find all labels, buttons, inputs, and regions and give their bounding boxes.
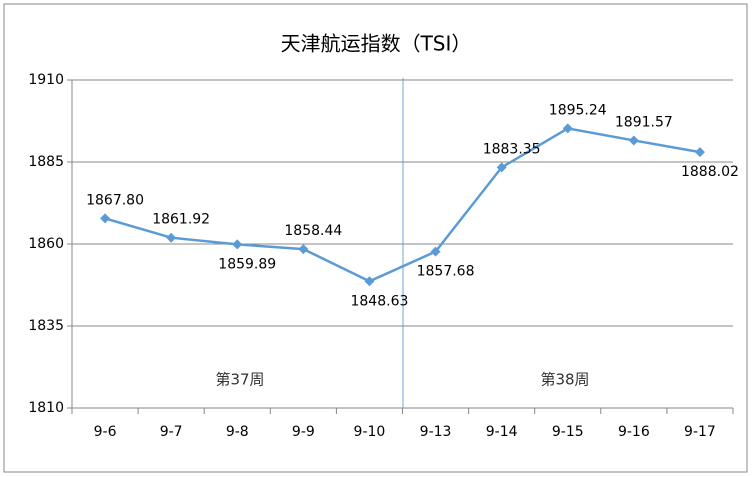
x-tick-label: 9-6 — [94, 424, 117, 440]
data-label: 1859.89 — [218, 256, 276, 272]
data-label: 1888.02 — [681, 164, 739, 180]
x-tick-label: 9-16 — [618, 424, 650, 440]
x-tick-label: 9-13 — [420, 424, 452, 440]
chart-title: 天津航运指数（TSI） — [281, 32, 472, 56]
marker — [364, 276, 375, 287]
data-label: 1848.63 — [350, 293, 408, 309]
y-tick-label: 1810 — [28, 400, 64, 416]
data-label: 1891.57 — [615, 114, 673, 130]
marker — [166, 232, 177, 243]
x-tick-label: 9-7 — [160, 424, 183, 440]
marker — [694, 147, 705, 158]
marker — [496, 162, 507, 173]
marker — [430, 246, 441, 257]
annotation: 第37周 — [215, 371, 264, 389]
x-tick-label: 9-14 — [486, 424, 518, 440]
x-tick-label: 9-10 — [354, 424, 386, 440]
data-label: 1861.92 — [152, 212, 210, 228]
marker — [298, 244, 309, 255]
marker — [232, 239, 243, 250]
y-tick-label: 1860 — [28, 236, 64, 252]
x-tick-label: 9-17 — [684, 424, 716, 440]
data-label: 1858.44 — [284, 223, 342, 239]
chart-border — [3, 3, 748, 473]
marker — [100, 213, 111, 224]
x-tick-label: 9-8 — [226, 424, 249, 440]
marker — [628, 135, 639, 146]
marker — [562, 123, 573, 134]
y-tick-label: 1835 — [28, 318, 64, 334]
annotation: 第38周 — [540, 371, 589, 389]
y-tick-label: 1910 — [28, 72, 64, 88]
x-tick-label: 9-15 — [552, 424, 584, 440]
data-label: 1883.35 — [483, 141, 541, 157]
data-label: 1867.80 — [86, 192, 144, 208]
data-label: 1895.24 — [549, 102, 607, 118]
y-tick-label: 1885 — [28, 154, 64, 170]
line — [104, 127, 701, 283]
data-label: 1857.68 — [417, 264, 475, 280]
x-tick-label: 9-9 — [292, 424, 315, 440]
